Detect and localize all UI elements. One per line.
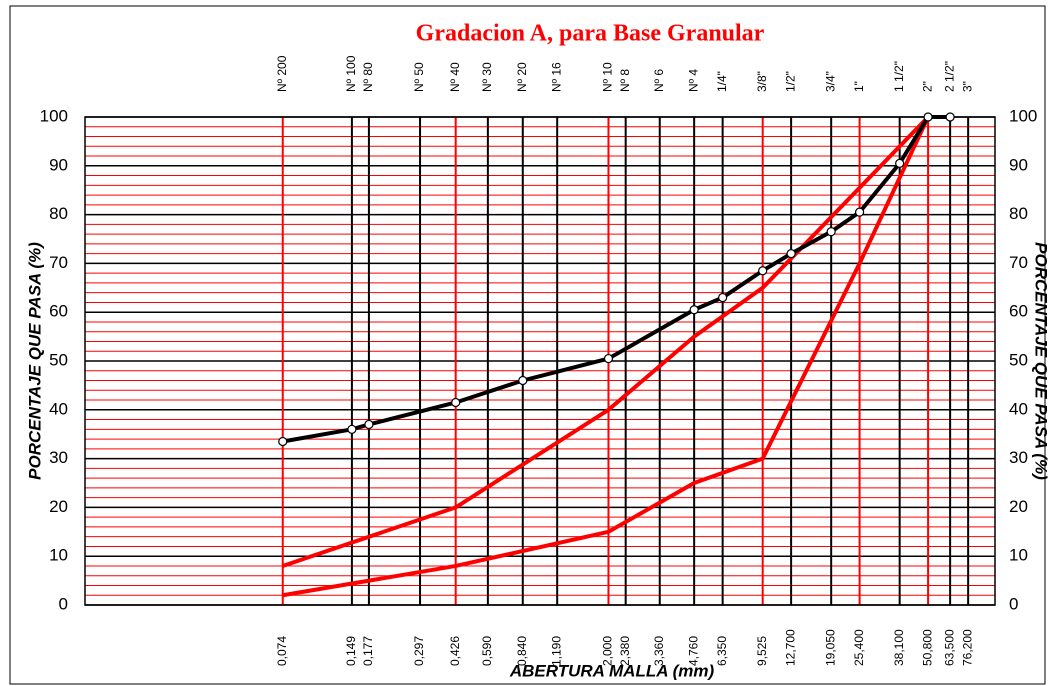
y-tick-label-right: 50 (1009, 350, 1028, 369)
x-tick-label: 0,840 (515, 636, 529, 666)
y-tick-label: 70 (49, 253, 68, 272)
y-tick-label-right: 30 (1009, 448, 1028, 467)
x-tick-label: 0,074 (275, 636, 289, 666)
y-tick-label: 60 (49, 302, 68, 321)
y-tick-label-right: 40 (1009, 399, 1028, 418)
y-tick-label: 40 (49, 399, 68, 418)
data-point (758, 266, 768, 276)
sieve-label: 2 1/2" (942, 61, 956, 92)
y-tick-label: 30 (49, 448, 68, 467)
y-tick-label: 100 (40, 106, 68, 125)
sieve-label: 1" (852, 81, 866, 92)
y-axis-label-right: PORCENTAJE QUE PASA (%) (1032, 242, 1051, 480)
sieve-label: Nº 50 (412, 62, 426, 92)
x-axis-label: ABERTURA MALLA (mm) (509, 661, 715, 680)
data-point (923, 112, 933, 122)
x-tick-label: 0,590 (480, 636, 494, 666)
data-point (854, 207, 865, 217)
x-tick-label: 1,190 (549, 636, 563, 666)
x-tick-label: 2,380 (618, 636, 632, 666)
sieve-label: Nº 100 (344, 55, 358, 92)
x-tick-label: 0,149 (344, 636, 358, 666)
x-tick-label: 63,500 (942, 629, 956, 666)
y-tick-label: 20 (49, 497, 68, 516)
sieve-label: 1/2" (783, 71, 797, 92)
frame (9, 5, 1046, 685)
data-point (364, 419, 374, 430)
data-point (689, 305, 699, 315)
y-tick-label: 0 (59, 594, 68, 613)
data-point (603, 353, 614, 364)
x-tick-label: 0,177 (361, 636, 375, 666)
y-axis-label: PORCENTAJE QUE PASA (%) (25, 242, 44, 480)
data-point (518, 375, 528, 386)
x-tick-label: 50,800 (920, 629, 934, 666)
sieve-label: Nº 16 (549, 62, 563, 92)
data-point (786, 249, 796, 259)
data-point (347, 424, 357, 434)
sieve-label: Nº 4 (686, 69, 700, 92)
y-tick-label-right: 80 (1009, 204, 1028, 223)
sieve-label: Nº 30 (480, 62, 494, 92)
x-tick-label: 12,700 (783, 629, 797, 666)
sieve-label: Nº 10 (601, 62, 615, 92)
y-tick-label-right: 60 (1009, 302, 1028, 321)
sieve-label: Nº 200 (275, 55, 289, 92)
series-line (282, 116, 930, 598)
y-tick-label: 50 (49, 350, 68, 369)
plot-border (84, 116, 996, 606)
x-tick-label: 2,000 (601, 636, 615, 666)
sieve-label: 3/4" (823, 71, 837, 92)
sieve-label: Nº 20 (515, 62, 529, 92)
sieve-label: Nº 6 (652, 69, 666, 92)
chart-title: Gradacion A, para Base Granular (416, 21, 765, 47)
y-tick-label-right: 20 (1009, 497, 1028, 516)
data-point (278, 436, 288, 447)
sieve-label: 1/4" (715, 71, 729, 92)
y-tick-label-right: 0 (1009, 594, 1018, 613)
data-point (718, 292, 728, 303)
sieve-label: 3" (960, 81, 974, 92)
x-tick-label: 6,350 (715, 636, 729, 666)
x-tick-label: 4,760 (686, 636, 700, 666)
x-tick-label: 3,360 (652, 636, 666, 666)
y-tick-label: 90 (49, 155, 68, 174)
x-tick-label: 0,297 (412, 636, 426, 666)
sieve-label: Nº 8 (618, 69, 632, 92)
sieve-label: 1 1/2" (892, 61, 906, 92)
x-tick-label: 0,426 (448, 636, 462, 666)
y-tick-label-right: 70 (1009, 253, 1028, 272)
x-tick-label: 25,400 (852, 629, 866, 666)
y-tick-label: 10 (49, 546, 68, 565)
y-tick-label-right: 100 (1009, 106, 1037, 125)
y-tick-label-right: 90 (1009, 155, 1028, 174)
x-tick-label: 76,200 (960, 629, 974, 666)
y-tick-label-right: 10 (1009, 546, 1028, 565)
sieve-label: 3/8" (755, 71, 769, 92)
data-point (451, 397, 461, 408)
x-tick-label: 9,525 (755, 636, 769, 666)
data-point (945, 112, 955, 122)
x-tick-label: 19,050 (823, 629, 837, 666)
data-point (895, 158, 905, 168)
sieve-label: Nº 80 (361, 62, 375, 92)
sieve-label: Nº 40 (448, 62, 462, 92)
series-line (282, 115, 930, 568)
y-tick-label: 80 (49, 204, 68, 223)
data-point (826, 227, 836, 237)
sieve-label: 2" (920, 81, 934, 92)
x-tick-label: 38,100 (892, 629, 906, 666)
